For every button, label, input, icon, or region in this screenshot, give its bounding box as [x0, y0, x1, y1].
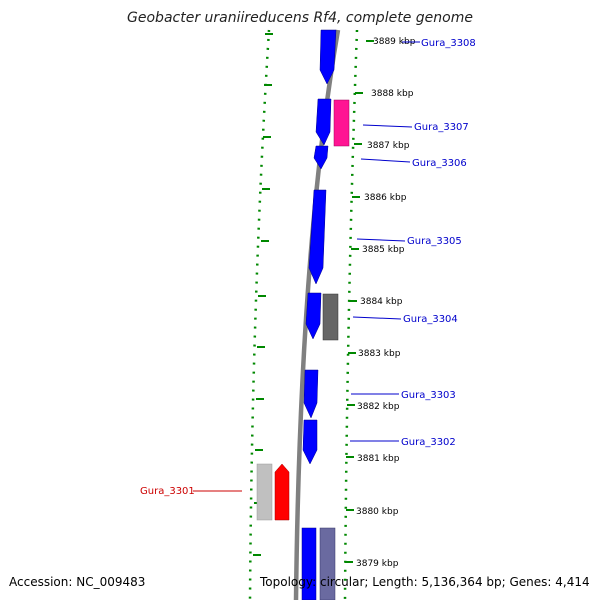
feature-gray: [322, 293, 339, 341]
cds-bottom-block: [301, 527, 317, 600]
gene-label-gura-3305[interactable]: Gura_3305: [407, 236, 462, 247]
gene-label-gura-3308[interactable]: Gura_3308: [421, 38, 476, 49]
leader-gura-3305: [356, 238, 406, 242]
left-ring-ticks: [253, 33, 273, 556]
forward-cds-features: [301, 29, 337, 600]
kbp-label-3882: 3882 kbp: [357, 402, 400, 412]
cds-gura-3305-arrow: [308, 189, 327, 285]
cds-gura-3303-arrow: [303, 369, 319, 419]
leader-gura-3307: [362, 124, 413, 128]
gene-label-gura-3301[interactable]: Gura_3301: [140, 486, 195, 497]
genome-backbone: [293, 29, 341, 600]
kbp-label-3888: 3888 kbp: [371, 89, 414, 99]
leader-gura-3306: [360, 158, 411, 163]
kbp-label-3880: 3880 kbp: [356, 507, 399, 517]
inner-dotted-ring: [343, 29, 359, 600]
topology-text: Topology: circular; Length: 5,136,364 bp…: [260, 575, 590, 589]
cds-gura-3304-arrow: [305, 292, 322, 340]
feature-magenta: [333, 99, 350, 147]
cds-top-arrow: [319, 29, 337, 85]
genome-title: Geobacter uraniireducens Rf4, complete g…: [127, 10, 473, 26]
gene-label-gura-3307[interactable]: Gura_3307: [414, 122, 469, 133]
kbp-label-3883: 3883 kbp: [358, 349, 401, 359]
feature-gray-purple: [319, 527, 336, 600]
right-ring-ticks: [345, 40, 374, 563]
leader-gura-3304: [352, 316, 402, 320]
accession-text: Accession: NC_009483: [9, 575, 146, 589]
gene-label-gura-3306[interactable]: Gura_3306: [412, 158, 467, 169]
cds-gura-3302-arrow: [302, 419, 318, 465]
kbp-label-3885: 3885 kbp: [362, 245, 405, 255]
feature-light-gray: [256, 463, 273, 521]
gene-label-gura-3303[interactable]: Gura_3303: [401, 390, 456, 401]
kbp-label-3879: 3879 kbp: [356, 559, 399, 569]
kbp-label-3889: 3889 kbp: [373, 37, 416, 47]
cds-gura-3307-arrow: [315, 98, 332, 146]
kbp-label-3886: 3886 kbp: [364, 193, 407, 203]
kbp-label-3887: 3887 kbp: [367, 141, 410, 151]
feature-red-arrow: [274, 463, 290, 521]
gene-label-gura-3304[interactable]: Gura_3304: [403, 314, 458, 325]
kbp-label-3881: 3881 kbp: [357, 454, 400, 464]
kbp-label-3884: 3884 kbp: [360, 297, 403, 307]
cds-gura-3306-arrow: [313, 145, 329, 170]
gene-label-gura-3302[interactable]: Gura_3302: [401, 437, 456, 448]
